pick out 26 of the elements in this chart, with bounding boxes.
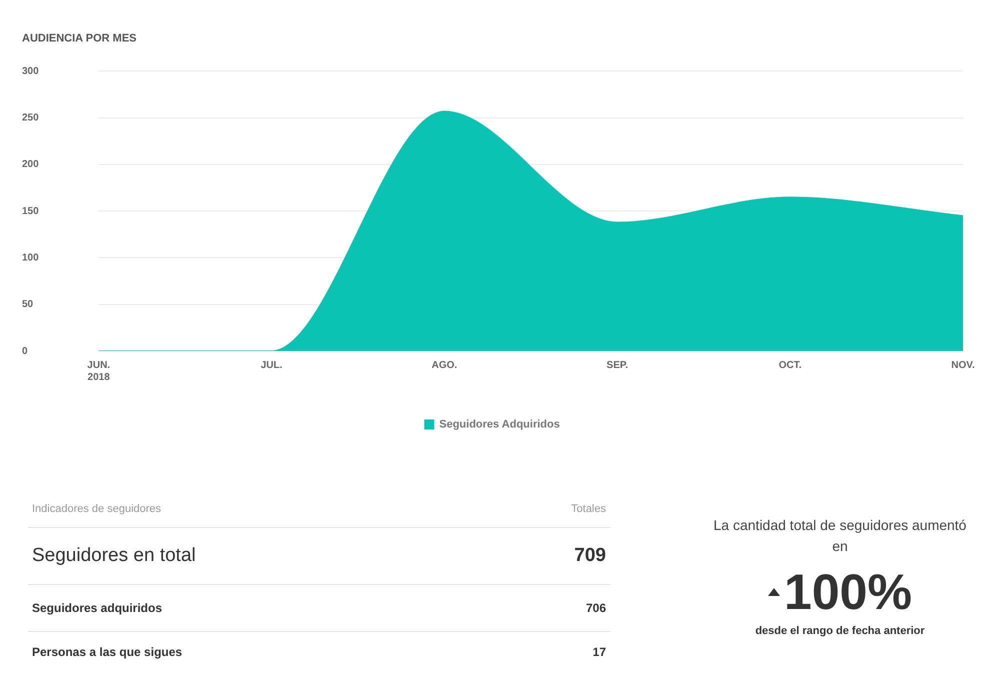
x-tick-label: AGO. (432, 360, 458, 371)
category-label: Seguidores adquiridos (32, 601, 162, 615)
x-tick-label: JUL. (260, 360, 283, 371)
x-tick-label: OCT. (778, 360, 802, 371)
category-label: Seguidores en total (32, 545, 196, 567)
y-tick-label: 250 (22, 112, 40, 124)
y-tick-label: 150 (22, 206, 40, 217)
y-tick-label: 200 (22, 159, 40, 170)
y-tick-label: 50 (22, 299, 34, 310)
y-tick-label: 0 (22, 346, 28, 357)
data-label: 17 (592, 645, 606, 659)
text: desde el rango de fecha anterior (754, 625, 926, 637)
data-label: 706 (586, 601, 606, 615)
chart-title: AUDIENCIA POR MES (22, 32, 136, 45)
x-tick-label: NOV. (951, 360, 975, 371)
legend-label: Seguidores Adquiridos (439, 418, 560, 431)
x-tick-label: SEP. (606, 360, 628, 371)
x-tick-label: JUN. 2018 (87, 360, 110, 383)
data-label: 100% (784, 563, 912, 621)
text: La cantidad total de seguidores aumentó en (712, 516, 968, 556)
category-label: Personas a las que sigues (32, 645, 182, 659)
text: Totales (571, 503, 606, 515)
y-tick-label: 100 (22, 252, 40, 264)
data-label: 709 (574, 545, 606, 567)
text: Indicadores de seguidores (32, 503, 162, 515)
y-tick-label: 300 (22, 66, 40, 77)
